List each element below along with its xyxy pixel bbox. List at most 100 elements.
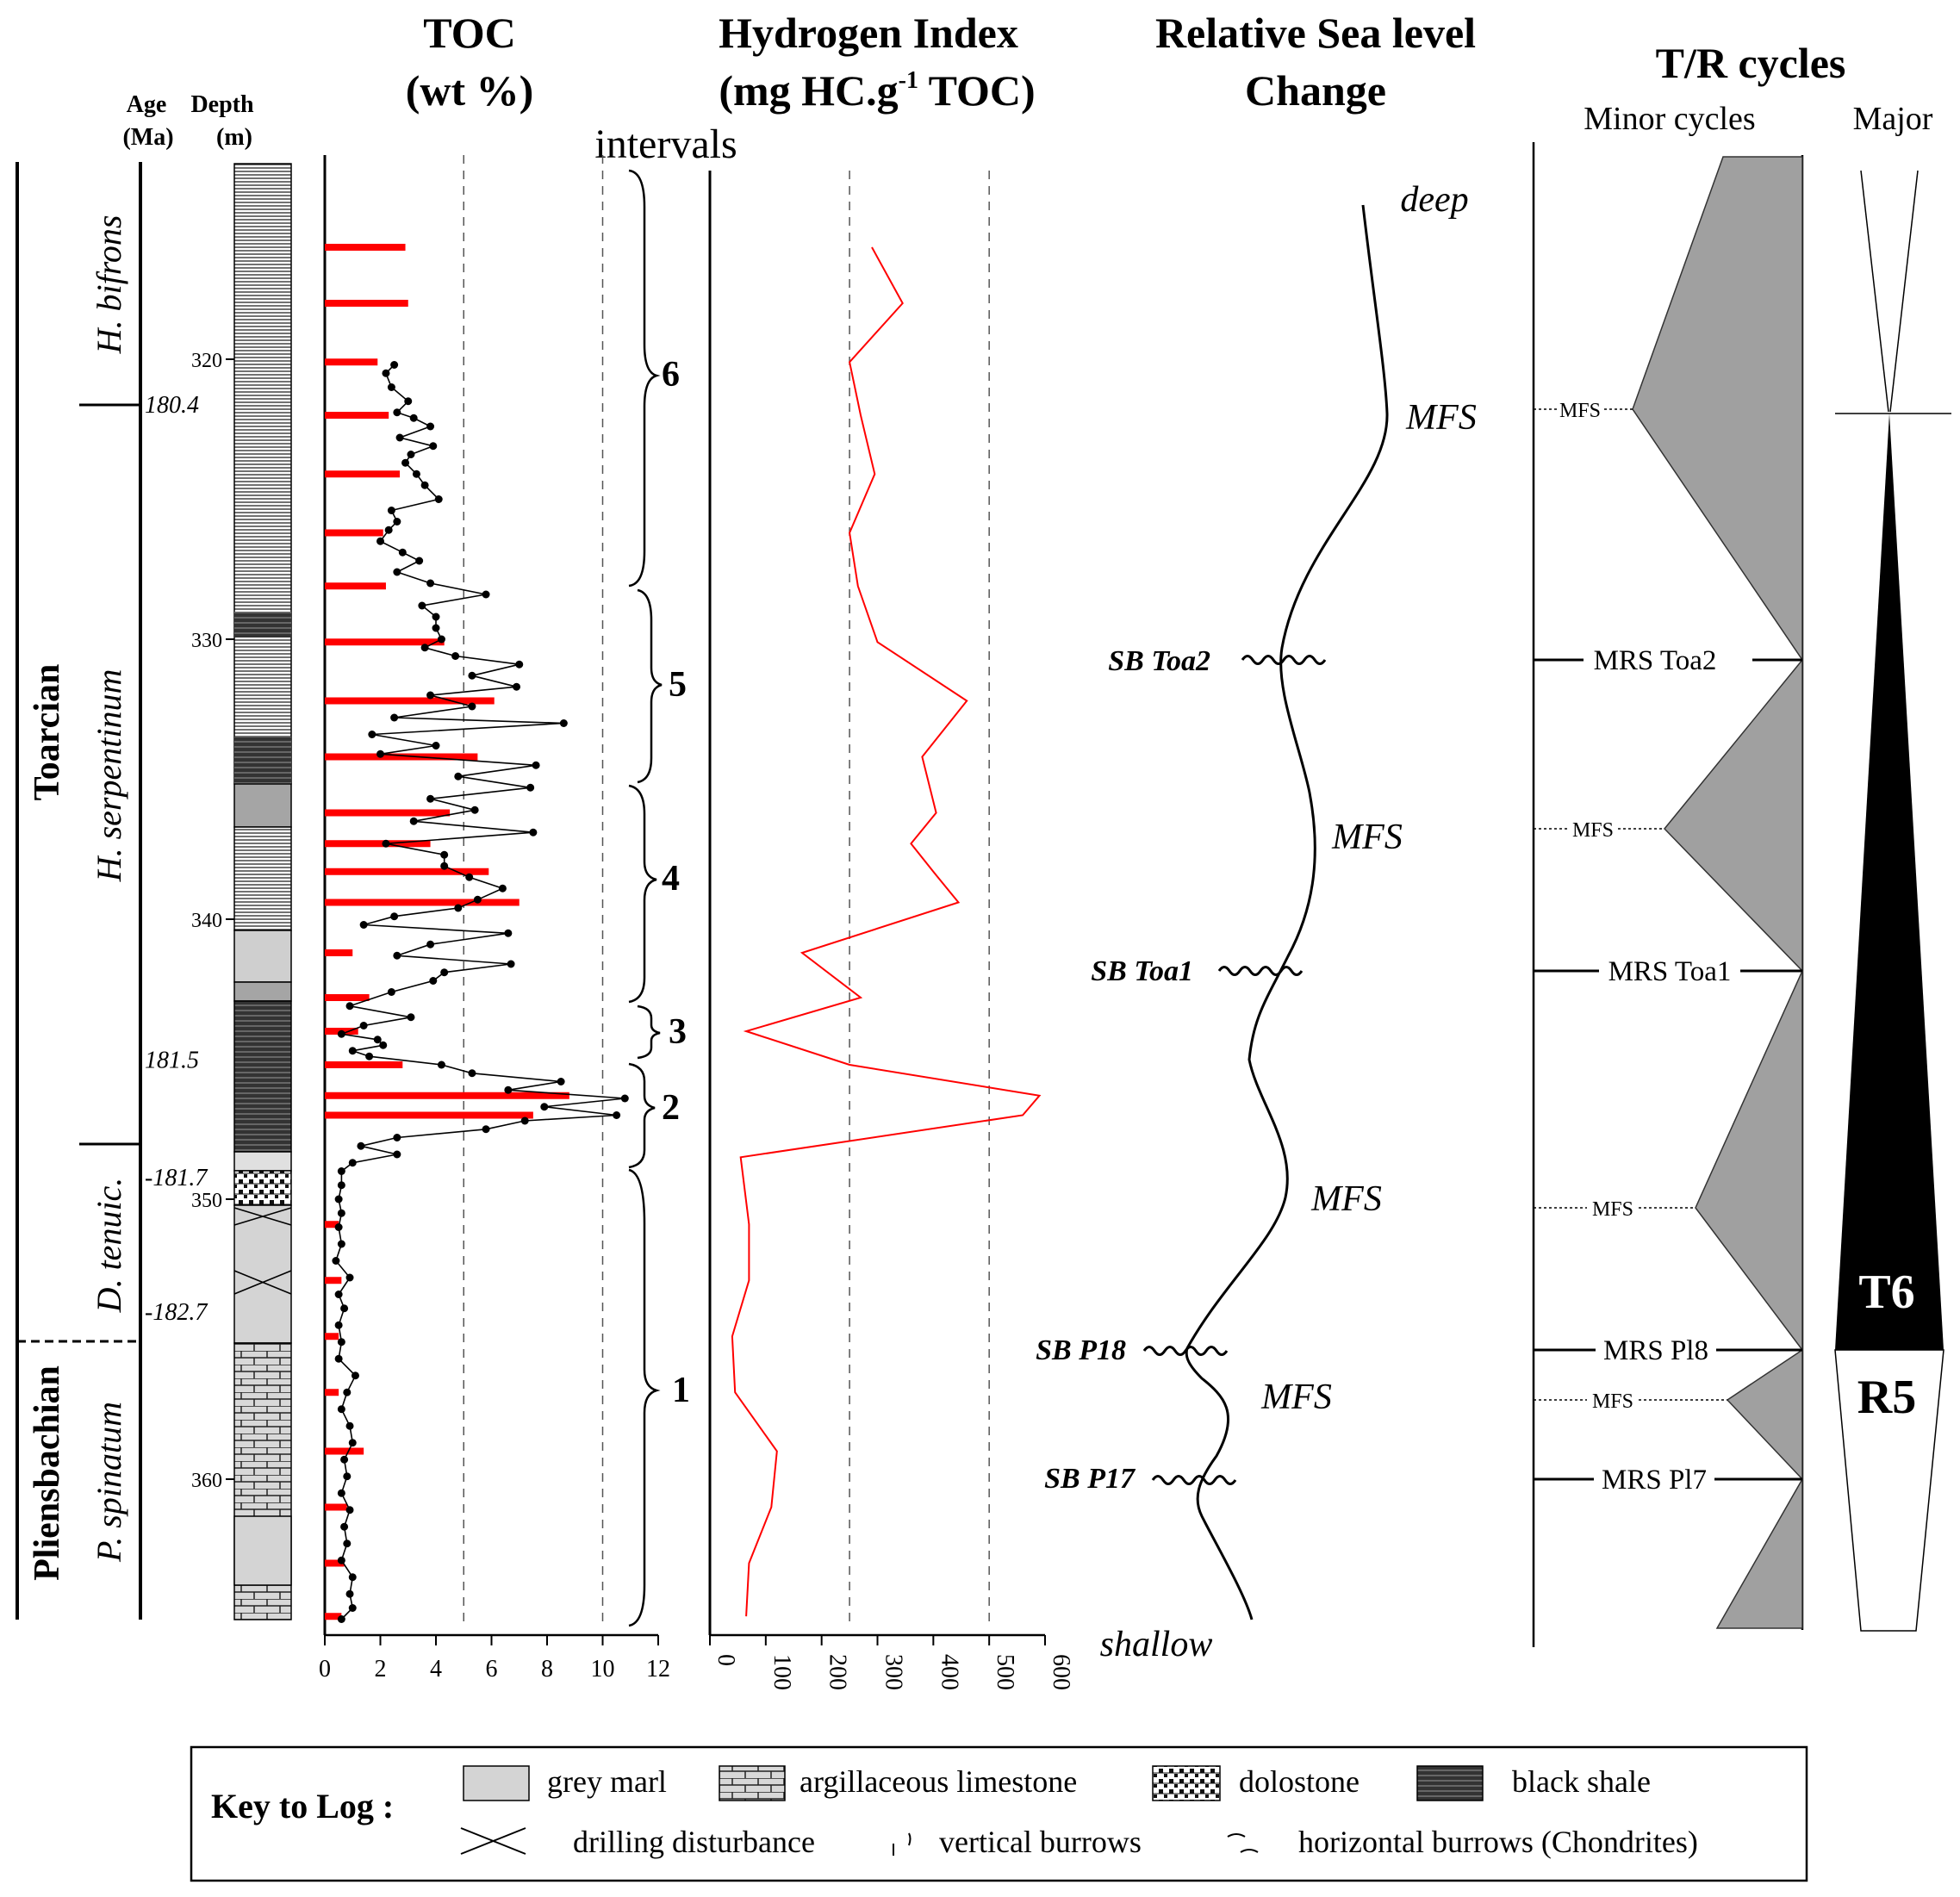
zone-spinatum: P. spinatum bbox=[90, 1402, 128, 1563]
toc-point bbox=[432, 613, 440, 621]
stage-pliensbachian: Pliensbachian bbox=[28, 1365, 67, 1581]
toc-point bbox=[401, 458, 410, 467]
depth-axis: 320 330 340 350 360 180.4 181.5 -181.7 -182.7 bbox=[145, 350, 234, 1492]
zone-bifrons: H. bifrons bbox=[90, 215, 128, 355]
toc-point bbox=[337, 1029, 345, 1038]
toc-point bbox=[498, 884, 507, 893]
log-black-shale-mid bbox=[233, 826, 292, 931]
toc-point bbox=[432, 742, 440, 749]
brace-1 bbox=[628, 1168, 661, 1627]
toc-point bbox=[473, 895, 482, 904]
toc-point bbox=[540, 1103, 549, 1111]
sea-level-curve bbox=[1185, 204, 1389, 1620]
toc-point bbox=[348, 1604, 357, 1612]
log-grey-marl-4 bbox=[233, 1151, 292, 1172]
toc-x-tick-label: 8 bbox=[541, 1656, 553, 1682]
minor-mfs-label-4: MFS bbox=[1592, 1390, 1633, 1413]
toc-point bbox=[613, 1111, 621, 1119]
toc-point bbox=[379, 1041, 388, 1049]
legend-horizontal-burrows: horizontal burrows (Chondrites) bbox=[1298, 1825, 1698, 1859]
toc-point bbox=[504, 929, 513, 937]
toc-point bbox=[437, 635, 445, 644]
sb-p17-wave bbox=[1151, 1475, 1237, 1485]
toc-red-bar bbox=[325, 1277, 342, 1284]
minor-cycle-3 bbox=[1695, 970, 1803, 1353]
hi-title-2b: TOC) bbox=[918, 66, 1036, 115]
zone-serpentinum: H. serpentinum bbox=[90, 669, 128, 883]
minor-cycles-label: Minor cycles bbox=[1584, 101, 1755, 137]
age-tick-label: 180.4 bbox=[145, 392, 199, 419]
toc-point bbox=[340, 1522, 349, 1531]
toc-point bbox=[359, 1022, 368, 1029]
minor-cycle-4 bbox=[1726, 1348, 1803, 1481]
legend-disturbance-icon-b bbox=[460, 1827, 526, 1855]
toc-red-bar bbox=[325, 1092, 569, 1099]
toc-point bbox=[412, 470, 420, 478]
toc-point bbox=[420, 481, 429, 489]
toc-line bbox=[335, 364, 625, 1620]
hi-title-2a: (mg HC.g bbox=[719, 66, 898, 115]
mfs-label-2: MFS bbox=[1331, 818, 1403, 857]
toc-point bbox=[393, 1150, 401, 1159]
toc-point bbox=[343, 1539, 352, 1548]
toc-point bbox=[468, 702, 476, 711]
toc-point bbox=[337, 1556, 345, 1564]
sb-p18-wave bbox=[1142, 1346, 1229, 1356]
toc-point bbox=[343, 1472, 352, 1481]
toc-point bbox=[426, 579, 435, 588]
toc-point bbox=[393, 518, 401, 526]
depth-tick-label: 330 bbox=[191, 630, 222, 652]
toc-point bbox=[429, 442, 438, 451]
toc-point bbox=[332, 1257, 340, 1265]
major-r5-label: R5 bbox=[1857, 1371, 1916, 1424]
toc-point bbox=[387, 988, 395, 996]
hi-x-tick-label: 600 bbox=[1048, 1654, 1074, 1690]
toc-point bbox=[407, 451, 415, 458]
toc-point bbox=[348, 1047, 357, 1055]
toc-x-tick-label: 10 bbox=[591, 1656, 615, 1682]
toc-red-bar bbox=[325, 1447, 364, 1455]
toc-point bbox=[393, 951, 401, 960]
toc-x-tick-label: 2 bbox=[375, 1656, 387, 1682]
toc-point bbox=[620, 1094, 629, 1103]
toc-red-bar bbox=[325, 1613, 342, 1620]
toc-point bbox=[365, 1052, 374, 1060]
hi-x-tick-label: 400 bbox=[936, 1654, 962, 1690]
toc-red-bar bbox=[325, 840, 431, 848]
toc-red-bar bbox=[325, 868, 489, 875]
toc-red-bar bbox=[325, 300, 408, 307]
log-disturbance-cross-1b bbox=[233, 1207, 292, 1226]
toc-point bbox=[426, 940, 435, 948]
depth-label: Depth bbox=[190, 91, 254, 118]
intervals-label: intervals bbox=[594, 121, 737, 167]
toc-point bbox=[337, 1240, 345, 1248]
toc-point bbox=[529, 828, 538, 837]
legend-swatch-grey-marl bbox=[463, 1765, 530, 1801]
toc-point bbox=[382, 839, 390, 848]
toc-point bbox=[440, 968, 449, 977]
toc-point bbox=[482, 1125, 490, 1134]
hi-x-tick-label: 300 bbox=[880, 1654, 907, 1690]
toc-point bbox=[348, 1439, 357, 1447]
toc-point bbox=[373, 1036, 382, 1044]
depth-tick-label: 320 bbox=[191, 350, 222, 372]
toc-red-bar bbox=[325, 529, 383, 537]
mrs-pl7-label: MRS Pl7 bbox=[1602, 1465, 1707, 1496]
toc-point bbox=[393, 408, 401, 417]
toc-red-bar bbox=[325, 899, 520, 906]
age-tick-label: 181.5 bbox=[145, 1048, 199, 1074]
toc-point bbox=[393, 1134, 401, 1141]
interval-5: 5 bbox=[669, 665, 687, 705]
toc-point bbox=[390, 912, 399, 921]
major-regressive-r5 bbox=[1834, 1349, 1944, 1632]
toc-point bbox=[376, 537, 384, 545]
toc-point bbox=[345, 1273, 354, 1282]
brace-5 bbox=[637, 588, 663, 784]
toc-point bbox=[398, 548, 407, 557]
minor-mfs-label-3: MFS bbox=[1592, 1198, 1633, 1221]
toc-point bbox=[343, 1388, 352, 1396]
toc-point bbox=[334, 1321, 343, 1329]
depth-tick-label: 340 bbox=[191, 910, 222, 932]
hi-x-tick-label: 500 bbox=[992, 1654, 1018, 1690]
log-grey-marl-2 bbox=[233, 930, 292, 983]
